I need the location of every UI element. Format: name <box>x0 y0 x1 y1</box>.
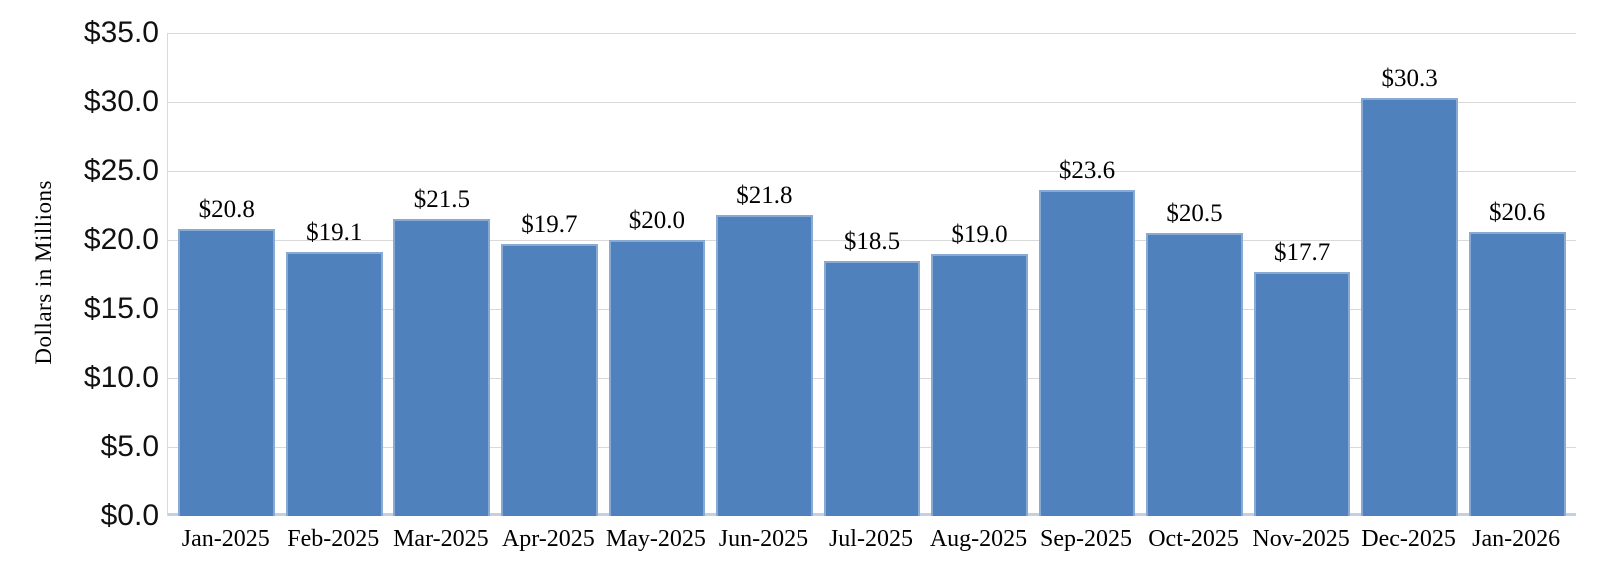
x-tick-label: Jan-2026 <box>1472 526 1561 552</box>
bar-slot: $21.5 <box>388 33 496 516</box>
bar-slot: $20.8 <box>173 33 281 516</box>
bar: $20.5 <box>1146 200 1243 516</box>
bar-slot: $21.8 <box>711 33 819 516</box>
bar-value-label: $20.8 <box>198 195 255 223</box>
x-axis-tick-labels: Jan-2025 Feb-2025 Mar-2025 Apr-2025 May-2025… <box>167 521 1575 553</box>
bar-value-label: $17.7 <box>1273 238 1331 266</box>
gridline <box>168 240 1576 241</box>
bar-slot: $20.0 <box>603 33 711 516</box>
gridline <box>168 33 1576 34</box>
bar-value-label: $23.6 <box>1058 157 1116 185</box>
x-tick-label: Oct-2025 <box>1148 526 1239 552</box>
x-tick-label: Jan-2025 <box>181 526 270 552</box>
bar-value-label: $19.7 <box>521 211 578 239</box>
bar-slot: $19.7 <box>496 33 604 516</box>
bar-value-label: $20.6 <box>1489 198 1546 226</box>
bar: $19.0 <box>931 221 1028 516</box>
x-tick-label: Aug-2025 <box>929 526 1028 552</box>
y-tick-label: $10.0 <box>83 361 159 394</box>
bar: $20.0 <box>608 207 706 516</box>
y-tick-label: $5.0 <box>100 430 159 463</box>
bar-slot: $19.0 <box>926 33 1034 516</box>
bar: $23.6 <box>1038 157 1136 516</box>
gridline <box>168 171 1576 172</box>
bar-slot: $20.5 <box>1141 33 1249 516</box>
gridline <box>168 102 1576 103</box>
bar-slot: $23.6 <box>1033 33 1141 516</box>
bars-row: $20.8 $19.1 $21.5 $19.7 $20.0 $21.8 $18.5 $19.0… <box>168 33 1576 516</box>
x-tick-label: Sep-2025 <box>1040 526 1133 552</box>
bar-value-label: $21.8 <box>736 182 793 210</box>
x-tick-label: Nov-2025 <box>1252 526 1350 552</box>
bar: $21.8 <box>716 182 813 516</box>
bar: $19.1 <box>285 219 383 516</box>
x-tick-label: Jul-2025 <box>828 526 913 552</box>
bar-value-label: $30.3 <box>1381 64 1438 92</box>
bar-value-label: $18.5 <box>843 227 901 255</box>
bar: $17.7 <box>1253 239 1351 516</box>
bar: $30.3 <box>1361 65 1458 516</box>
y-tick-label: $0.0 <box>100 499 159 532</box>
bar-value-label: $20.0 <box>628 207 685 234</box>
bar-slot: $30.3 <box>1356 33 1464 516</box>
bar-slot: $17.7 <box>1248 33 1356 516</box>
bar: $19.7 <box>500 211 598 516</box>
bar: $20.8 <box>178 196 276 516</box>
x-tick-label: Apr-2025 <box>501 526 595 552</box>
bar-value-label: $19.0 <box>951 220 1008 248</box>
bar-value-label: $20.5 <box>1166 200 1223 228</box>
y-tick-label: $30.0 <box>83 85 159 118</box>
y-tick-label: $15.0 <box>83 292 159 325</box>
bar-value-label: $21.5 <box>413 186 470 214</box>
plot-area: $20.8 $19.1 $21.5 $19.7 $20.0 $21.8 $18.5 $19.0… <box>167 33 1576 516</box>
y-axis-tick-labels: $35.0 $30.0 $25.0 $20.0 $15.0 $10.0 $5.0 $0.0 <box>0 16 159 532</box>
bar-slot: $19.1 <box>281 33 389 516</box>
bar: $21.5 <box>393 186 491 516</box>
bar-value-label: $19.1 <box>306 219 363 247</box>
x-tick-label: Jun-2025 <box>718 526 809 552</box>
bar-slot: $20.6 <box>1463 33 1571 516</box>
x-tick-label: Dec-2025 <box>1361 526 1456 552</box>
y-tick-label: $35.0 <box>83 16 159 49</box>
y-tick-label: $20.0 <box>83 223 159 256</box>
y-tick-label: $25.0 <box>83 154 159 187</box>
bar: $18.5 <box>823 228 921 516</box>
x-tick-label: May-2025 <box>605 526 706 552</box>
bar: $20.6 <box>1468 199 1566 516</box>
x-tick-label: Feb-2025 <box>287 526 380 552</box>
bar-slot: $18.5 <box>818 33 926 516</box>
x-tick-label: Mar-2025 <box>393 526 489 552</box>
